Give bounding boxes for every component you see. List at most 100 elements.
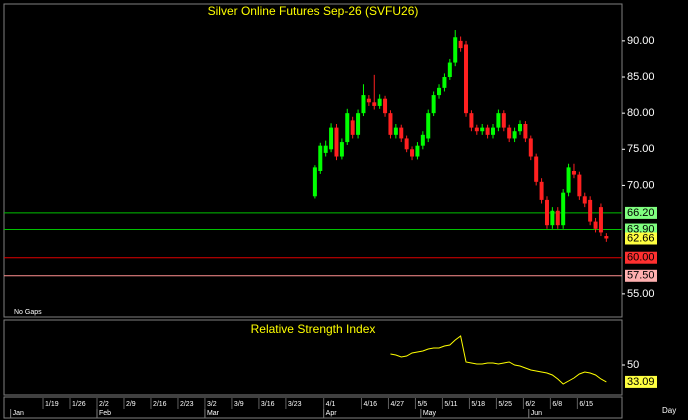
candle-body (593, 221, 598, 229)
x-tick-label: 4/16 (363, 401, 377, 408)
x-tick-label: 3/9 (234, 401, 244, 408)
x-tick-label: 2/23 (180, 401, 194, 408)
x-tick-label: 5/5 (417, 401, 427, 408)
x-tick-label: 6/15 (579, 401, 593, 408)
y-tick-label: 50 (627, 359, 639, 371)
x-tick-label: 2/9 (126, 401, 136, 408)
candle-body (577, 174, 582, 197)
candle-body (555, 210, 560, 226)
candle-body (447, 62, 452, 78)
candle-body (566, 167, 571, 193)
candle-body (582, 196, 587, 204)
level-label-box (625, 206, 657, 219)
last-rsi-label: 33.09 (627, 376, 655, 388)
candle-body (485, 127, 490, 135)
candle-body (561, 192, 566, 226)
month-label: Feb (99, 410, 111, 417)
candle-body (517, 123, 522, 132)
month-label: Mar (207, 410, 220, 417)
x-tick-label: 2/16 (153, 401, 167, 408)
x-tick-label: 3/23 (288, 401, 302, 408)
candle-body (588, 199, 593, 222)
last-price-label: 62.66 (627, 232, 655, 244)
candle-body (372, 102, 377, 106)
last-rsi-label-box (625, 375, 657, 388)
candle-body (334, 127, 339, 157)
candle-body (442, 77, 447, 88)
candle-body (507, 127, 512, 139)
rsi-line (390, 335, 607, 385)
candle-body (464, 44, 469, 114)
level-label-box (625, 269, 657, 282)
month-label: Apr (326, 410, 338, 417)
candle-body (388, 113, 393, 135)
candle-body (474, 127, 479, 132)
x-tick-label: 3/2 (207, 401, 217, 408)
y-tick-label: 75.00 (627, 143, 655, 155)
x-tick-label: 1/26 (72, 401, 86, 408)
candle-body (453, 37, 458, 63)
note: No Gaps (14, 309, 42, 316)
candle-body (496, 113, 501, 128)
x-tick-label: 5/11 (444, 401, 457, 408)
candle-body (528, 138, 533, 157)
x-tick-label: 6/2 (525, 401, 535, 408)
candle-body (491, 127, 496, 135)
x-tick-label: 6/8 (552, 401, 562, 408)
x-tick-label: 5/18 (471, 401, 485, 408)
month-label: May (423, 410, 437, 417)
candle-body (383, 98, 388, 114)
candle-body (598, 207, 603, 233)
candle-body (604, 236, 609, 239)
candle-body (318, 145, 323, 171)
candle-body (437, 87, 442, 96)
candle-body (350, 120, 355, 135)
level-label: 66.20 (627, 207, 655, 219)
candle-body (399, 127, 404, 139)
y-tick-label: 90.00 (627, 35, 655, 47)
candle-body (501, 113, 506, 128)
x-axis-label: Day (662, 406, 676, 415)
x-tick-label: 1/19 (45, 401, 59, 408)
x-tick-label: 5/25 (498, 401, 512, 408)
price-panel (3, 3, 623, 318)
level-label: 63.90 (627, 223, 655, 235)
month-label: Jan (13, 410, 24, 417)
candle-body (571, 170, 576, 175)
candle-body (410, 149, 415, 157)
candle-body (431, 95, 436, 114)
x-tick-label: 4/27 (390, 401, 404, 408)
candle-body (345, 113, 350, 143)
candle-body (544, 199, 549, 226)
level-label-box (625, 251, 657, 264)
candle-body (393, 127, 398, 135)
candle-body (469, 113, 474, 128)
candle-body (377, 98, 382, 106)
x-tick-label: 2/2 (99, 401, 109, 408)
candle-body (534, 156, 539, 182)
candle-body (366, 98, 371, 103)
rsi-title: Relative Strength Index (251, 322, 376, 336)
candle-body (323, 145, 328, 153)
candle-body (550, 210, 555, 226)
level-label: 57.50 (627, 270, 655, 282)
candle-body (404, 138, 409, 150)
candle-body (480, 127, 485, 132)
month-label: Jun (531, 410, 542, 417)
time-axis (3, 396, 623, 419)
candle-body (312, 167, 317, 197)
last-price-label-box (625, 232, 657, 245)
candle-body (415, 145, 420, 157)
candle-body (329, 127, 334, 150)
candle-body (420, 134, 425, 146)
y-tick-label: 85.00 (627, 71, 655, 83)
x-tick-label: 3/16 (261, 401, 275, 408)
candle-body (426, 113, 431, 139)
candle-body (512, 131, 517, 139)
candle-body (356, 113, 361, 135)
candle-body (339, 142, 344, 157)
chart-title: Silver Online Futures Sep-26 (SVFU26) (208, 4, 419, 18)
candle-body (361, 95, 366, 114)
